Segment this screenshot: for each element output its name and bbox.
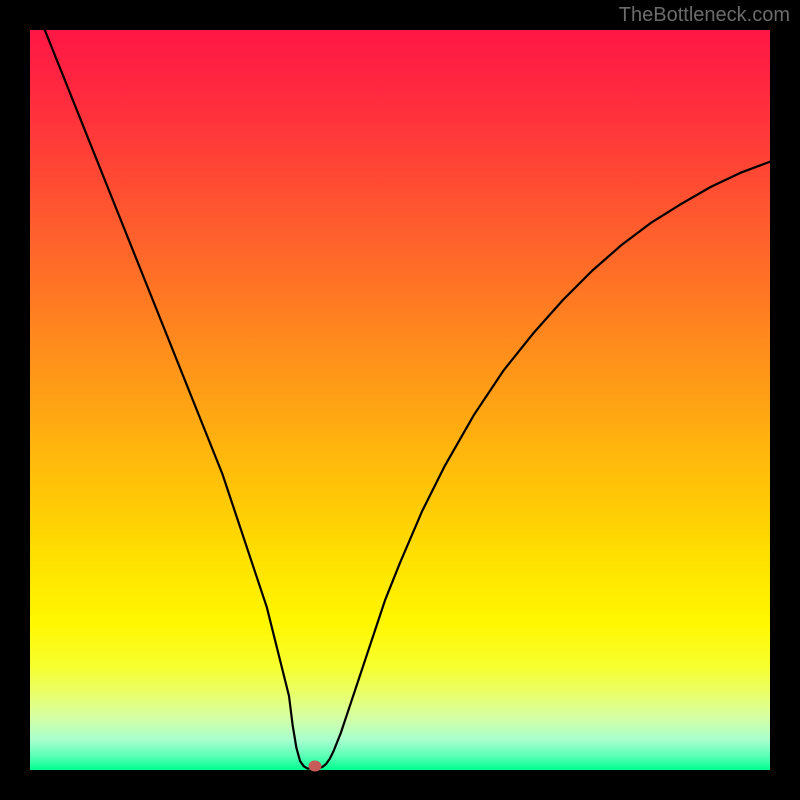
curve-path — [45, 30, 770, 769]
chart-container — [0, 0, 800, 800]
bottleneck-curve — [30, 30, 770, 770]
optimal-point-marker — [308, 761, 321, 772]
plot-area — [30, 30, 770, 770]
watermark-text: TheBottleneck.com — [619, 4, 790, 27]
